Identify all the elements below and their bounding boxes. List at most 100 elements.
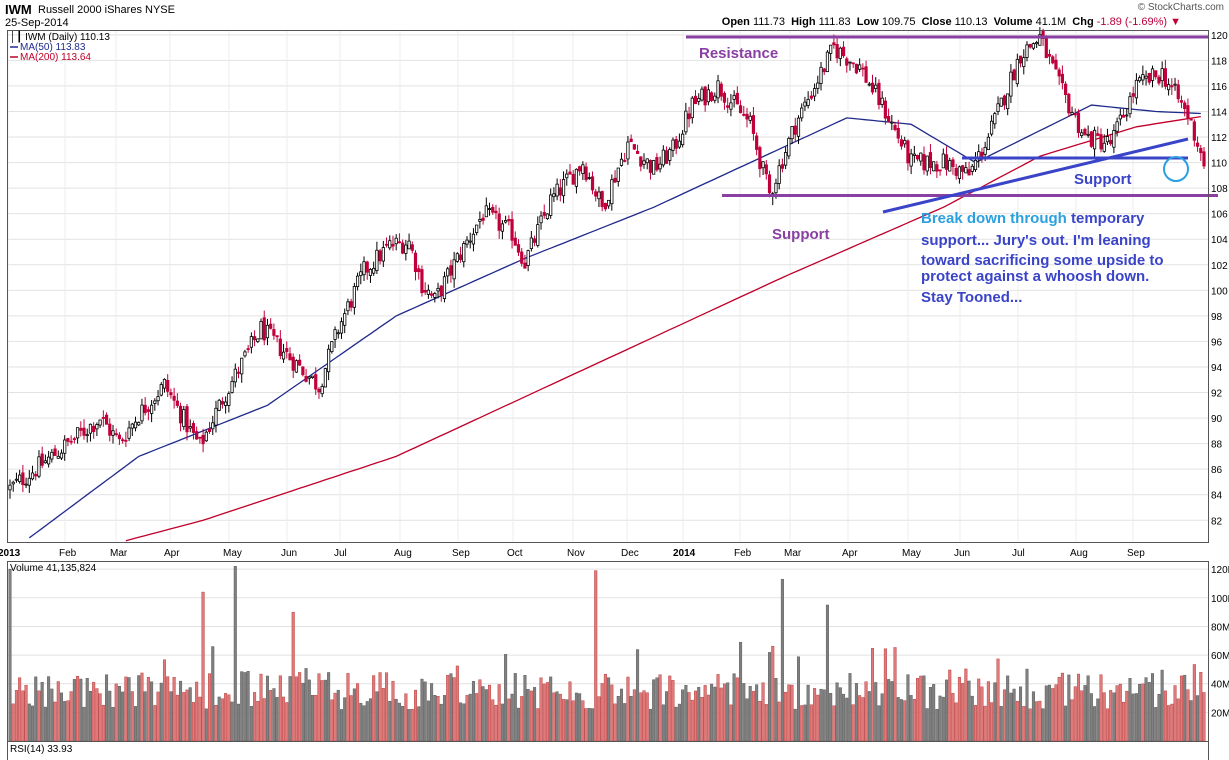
candle-up xyxy=(446,268,450,277)
volume-bar-up xyxy=(301,682,305,742)
volume-bar-down xyxy=(1102,692,1106,742)
candle-up xyxy=(1166,84,1171,91)
volume-bar-up xyxy=(1089,693,1093,742)
volume-bar-up xyxy=(896,697,900,742)
volume-bar-down xyxy=(722,683,726,742)
volume-legend: Volume 41,135,824 xyxy=(10,563,97,574)
volume-bar-up xyxy=(636,649,640,742)
legend-main-text: IWM (Daily) 110.13 xyxy=(25,32,110,43)
volume-bar-down xyxy=(694,690,698,742)
candle-down xyxy=(1195,142,1200,147)
candle-down xyxy=(275,335,279,338)
volume-bar-up xyxy=(648,708,652,742)
volume-bar-down xyxy=(1179,675,1183,742)
candle-up xyxy=(310,375,315,378)
volume-bar-down xyxy=(414,689,418,742)
volume-bar-up xyxy=(1157,694,1161,742)
candle-up xyxy=(903,140,907,145)
volume-bar-down xyxy=(751,691,755,742)
candle-up xyxy=(75,427,80,439)
volume-bar-up xyxy=(352,688,356,742)
volume-bar-up xyxy=(661,704,665,742)
candle-up xyxy=(372,267,376,274)
volume-bar-down xyxy=(851,704,855,742)
candle-down xyxy=(793,125,797,135)
candle-up xyxy=(211,422,215,430)
volume-bar-down xyxy=(632,689,636,742)
candle-up xyxy=(796,117,801,137)
candle-up xyxy=(24,483,28,486)
volume-bar-up xyxy=(388,700,392,742)
candle-down xyxy=(304,375,308,382)
volume-bar-up xyxy=(407,709,411,742)
volume-bar-down xyxy=(912,699,916,742)
volume-bar-up xyxy=(854,683,858,742)
candle-down xyxy=(124,439,128,442)
volume-bar-down xyxy=(716,674,720,742)
candle-down xyxy=(439,285,443,297)
volume-bar-down xyxy=(478,679,482,742)
candle-down xyxy=(954,167,958,176)
candle-up xyxy=(597,191,601,200)
volume-bar-up xyxy=(1031,691,1035,742)
volume-bar-up xyxy=(867,691,871,742)
candle-down xyxy=(449,265,453,276)
volume-bar-up xyxy=(117,686,121,742)
candle-up xyxy=(1086,133,1090,136)
volume-bar-down xyxy=(294,676,298,742)
candle-up xyxy=(1102,142,1106,152)
volume-bar-up xyxy=(899,699,903,742)
candle-up xyxy=(394,237,398,245)
candle-down xyxy=(745,113,749,120)
candle-up xyxy=(1006,93,1010,110)
volume-bar-down xyxy=(1192,664,1196,742)
volume-bar-up xyxy=(449,673,453,742)
candle-down xyxy=(207,428,212,432)
candle-down xyxy=(104,414,109,425)
candle-up xyxy=(661,149,665,166)
candle-up xyxy=(652,160,656,175)
volume-bar-down xyxy=(973,705,977,742)
price-candles xyxy=(8,27,1206,499)
volume-bar-down xyxy=(317,673,321,742)
candle-down xyxy=(822,68,826,73)
candle-down xyxy=(1192,121,1196,141)
candle-down xyxy=(82,427,86,436)
volume-bar-up xyxy=(880,693,884,742)
volume-bar-down xyxy=(542,683,546,742)
candle-up xyxy=(803,101,807,107)
candle-down xyxy=(719,83,723,97)
date-tick-label: 2013 xyxy=(0,548,21,559)
candle-up xyxy=(919,152,923,162)
candle-up xyxy=(343,313,347,326)
volume-bar-down xyxy=(372,675,376,742)
date-tick-label: Jun xyxy=(281,548,297,559)
volume-bar-down xyxy=(1035,701,1039,742)
volume-bar-up xyxy=(822,689,826,742)
candle-down xyxy=(523,262,527,269)
volume-bar-up xyxy=(359,702,363,742)
volume-bar-up xyxy=(468,693,472,742)
price-tick-label: 108 xyxy=(1211,184,1228,195)
candle-down xyxy=(944,154,949,170)
volume-bar-up xyxy=(619,688,623,742)
volume-bar-up xyxy=(796,656,800,742)
candle-up xyxy=(555,183,559,197)
candle-up xyxy=(671,139,675,151)
candle-down xyxy=(893,124,897,130)
candle-down xyxy=(92,425,96,433)
candle-up xyxy=(452,259,456,280)
candle-up xyxy=(1141,74,1145,81)
candle-down xyxy=(935,164,939,172)
candle-down xyxy=(851,62,855,65)
candle-up xyxy=(88,423,93,434)
volume-bar-up xyxy=(935,709,939,742)
chg-label: Chg xyxy=(1072,16,1094,28)
volume-bar-up xyxy=(265,675,269,742)
candle-up xyxy=(858,64,862,70)
volume-bar-up xyxy=(88,691,92,742)
volume-bar-up xyxy=(732,673,736,742)
candle-down xyxy=(758,147,762,170)
volume-bar-down xyxy=(220,698,224,742)
candle-up xyxy=(436,287,440,292)
